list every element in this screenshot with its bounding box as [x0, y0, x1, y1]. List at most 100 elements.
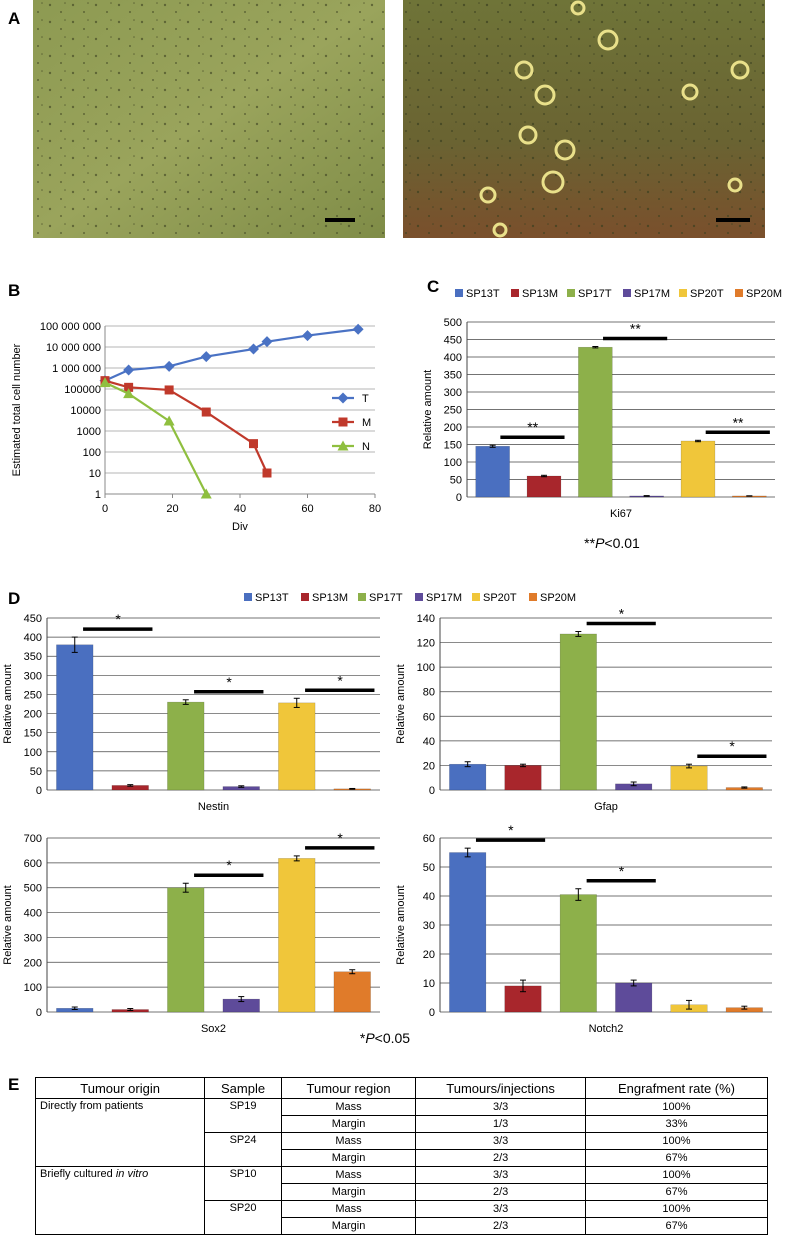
data-cell: 67%: [585, 1183, 768, 1201]
table-row: Margin 2/3 67%: [36, 1183, 768, 1201]
marker: [200, 351, 212, 363]
significance-label: *: [226, 674, 232, 690]
legend-swatch: [415, 593, 423, 601]
y-tick-label: 350: [24, 651, 42, 663]
significance-label: *: [337, 672, 343, 688]
error-bar: [349, 787, 356, 790]
y-tick-label: 400: [444, 352, 462, 364]
legend-label: SP13M: [522, 288, 558, 300]
y-tick-label: 1000: [77, 426, 101, 438]
sample-cell: SP19: [204, 1098, 282, 1133]
bar: [670, 765, 708, 791]
error-bar: [575, 631, 582, 637]
footnote-part: P: [365, 1030, 375, 1046]
data-cell: 3/3: [415, 1098, 586, 1116]
error-bar: [643, 495, 650, 497]
marker: [164, 385, 174, 395]
scale-bar: [716, 218, 750, 222]
error-bar: [630, 979, 637, 987]
y-tick-label: 80: [423, 687, 435, 699]
data-cell: 2/3: [415, 1217, 586, 1235]
header-row: Tumour origin Sample Tumour region Tumours/…: [34, 1077, 768, 1099]
data-cell: Mass: [280, 1098, 417, 1116]
bar: [278, 858, 316, 1013]
significance-label: *: [729, 738, 735, 754]
x-tick-label: 40: [234, 503, 246, 515]
data-cell: 3/3: [415, 1200, 586, 1218]
y-tick-label: 60: [423, 833, 435, 845]
error-bar: [464, 761, 471, 768]
legend-label: SP20M: [540, 592, 576, 604]
x-tick-label: 20: [166, 503, 178, 515]
bar: [333, 971, 371, 1013]
y-tick-label: 150: [24, 728, 42, 740]
header-cell: Tumour region: [280, 1077, 417, 1099]
y-tick-label: 700: [24, 833, 42, 845]
data-cell: 2/3: [415, 1183, 586, 1201]
y-tick-label: 200: [24, 709, 42, 721]
data-cell: Mass: [280, 1132, 417, 1150]
error-bar: [182, 699, 189, 705]
category-label: Ki67: [610, 508, 632, 520]
marker: [352, 323, 364, 335]
marker: [163, 360, 175, 372]
error-bar: [520, 979, 526, 993]
y-tick-label: 10: [423, 978, 435, 990]
category-label: Notch2: [589, 1023, 624, 1035]
marker: [201, 407, 211, 417]
significance-label: **: [527, 419, 538, 435]
y-tick-label: 10 000 000: [46, 342, 101, 354]
footnote-part: <0.05: [375, 1030, 411, 1046]
table-row: Margin 2/3 67%: [36, 1217, 768, 1235]
y-tick-label: 300: [444, 387, 462, 399]
engraftment-table: Tumour origin Sample Tumour region Tumours/…: [34, 1077, 768, 1235]
legend-swatch: [529, 593, 537, 601]
legend-swatch: [301, 593, 309, 601]
y-tick-label: 100000: [64, 384, 101, 396]
significance-label: **: [733, 414, 744, 430]
significance-label: *: [226, 857, 232, 873]
data-cell: Margin: [280, 1217, 417, 1235]
data-cell: 33%: [585, 1115, 768, 1133]
bar: [278, 702, 316, 791]
y-tick-label: 300: [24, 670, 42, 682]
footnote: **P<0.01: [584, 535, 640, 551]
y-tick-label: 200: [444, 422, 462, 434]
y-tick-label: 600: [24, 858, 42, 870]
y-tick-label: 40: [423, 736, 435, 748]
y-tick-label: 20: [423, 949, 435, 961]
footnote-part: **: [584, 535, 595, 551]
bar: [449, 763, 487, 791]
legend-label: SP13M: [312, 592, 348, 604]
footnote-part: *: [360, 1030, 366, 1046]
line: [104, 328, 359, 382]
y-tick-label: 100: [417, 662, 435, 674]
error-bar: [238, 996, 245, 1003]
origin-text: Directly from patients: [40, 1100, 144, 1112]
marker: [261, 336, 273, 348]
panel-label: C: [427, 277, 439, 296]
error-bar: [71, 1006, 78, 1011]
y-tick-label: 100: [24, 982, 42, 994]
data-cell: 3/3: [415, 1166, 586, 1184]
marker: [123, 364, 135, 376]
panel-label: B: [8, 281, 20, 300]
origin-text: in vitro: [115, 1168, 149, 1180]
error-bar: [293, 697, 300, 708]
y-tick-label: 250: [24, 689, 42, 701]
bar: [578, 346, 613, 498]
data-cell: 2/3: [415, 1149, 586, 1167]
error-bar: [238, 785, 245, 788]
x-axis-label: Div: [232, 521, 248, 533]
marker: [248, 343, 259, 355]
y-axis-label: Relative amount: [2, 885, 14, 965]
significance-label: *: [508, 822, 514, 838]
error-bar: [127, 784, 134, 787]
footnote: *P<0.05: [360, 1030, 410, 1046]
bar: [504, 765, 542, 791]
y-tick-label: 0: [36, 1007, 42, 1019]
data-cell: 100%: [585, 1098, 768, 1116]
error-bar: [630, 781, 637, 787]
